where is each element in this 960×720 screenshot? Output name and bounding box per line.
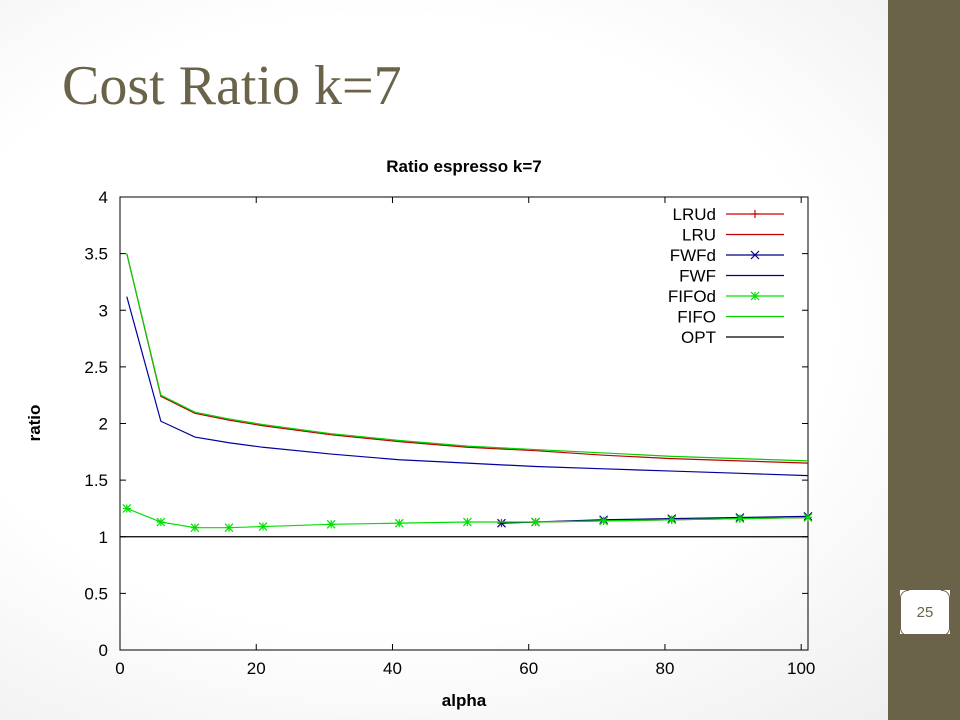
left-brace-icon [900, 590, 909, 636]
legend-label-lrud: LRUd [673, 205, 716, 224]
slide-title: Cost Ratio k=7 [62, 55, 402, 117]
series-line-fifo [126, 253, 809, 462]
x-tick-label: 40 [383, 659, 402, 678]
y-tick-label: 1 [99, 528, 108, 547]
data-point-fifod [531, 517, 540, 527]
data-point-fifod [190, 523, 200, 533]
data-point-fifod [394, 518, 404, 528]
x-tick-label: 100 [787, 659, 815, 678]
x-axis-label: alpha [442, 691, 487, 710]
legend-marker-fifod [750, 291, 760, 301]
y-tick-label: 3.5 [84, 245, 108, 264]
series-line-lru [126, 253, 809, 464]
x-tick-label: 80 [655, 659, 674, 678]
y-tick-label: 2 [99, 415, 108, 434]
page-number-badge: 25 [900, 590, 950, 636]
data-point-fifod [122, 504, 132, 513]
legend-label-fifo: FIFO [677, 308, 716, 327]
legend-marker-fwfd [750, 250, 760, 260]
data-point-fwfd [497, 518, 506, 528]
plot-area: 00.511.522.533.540 20 40 60 80 100LRUdLRUFWFd… [84, 188, 815, 678]
legend-label-opt: OPT [681, 328, 716, 347]
data-point-fifod [599, 516, 609, 526]
page-number: 25 [916, 603, 934, 621]
series-line-fwf [126, 296, 809, 477]
y-tick-label: 0.5 [84, 584, 108, 603]
y-tick-label: 2.5 [84, 358, 108, 377]
right-brace-icon [941, 590, 950, 636]
data-point-fifod [667, 515, 677, 525]
y-tick-label: 0 [99, 641, 108, 660]
x-tick-label: 20 [247, 659, 266, 678]
data-point-fifod [156, 517, 166, 527]
data-point-fifod [326, 519, 336, 529]
y-tick-label: 1.5 [84, 471, 108, 490]
data-point-fifod [735, 514, 745, 524]
legend-label-fifod: FIFOd [668, 287, 716, 306]
y-tick-label: 3 [99, 301, 108, 320]
y-axis-label: ratio [25, 405, 44, 442]
y-tick-label: 4 [99, 188, 108, 207]
legend-marker-lrud [751, 210, 759, 218]
data-point-fifod [258, 522, 268, 531]
ratio-chart: Ratio espresso k=7 00.511.522.533.540 20 4… [25, 157, 815, 710]
data-point-fifod [803, 513, 813, 522]
legend-label-fwfd: FWFd [670, 246, 716, 265]
x-tick-label: 60 [519, 659, 538, 678]
chart-title: Ratio espresso k=7 [386, 157, 541, 176]
legend-label-fwf: FWF [679, 267, 716, 286]
legend-label-lru: LRU [682, 226, 716, 245]
data-point-fifod [462, 517, 472, 527]
data-point-fifod [224, 523, 234, 533]
x-tick-label: 0 [115, 659, 124, 678]
